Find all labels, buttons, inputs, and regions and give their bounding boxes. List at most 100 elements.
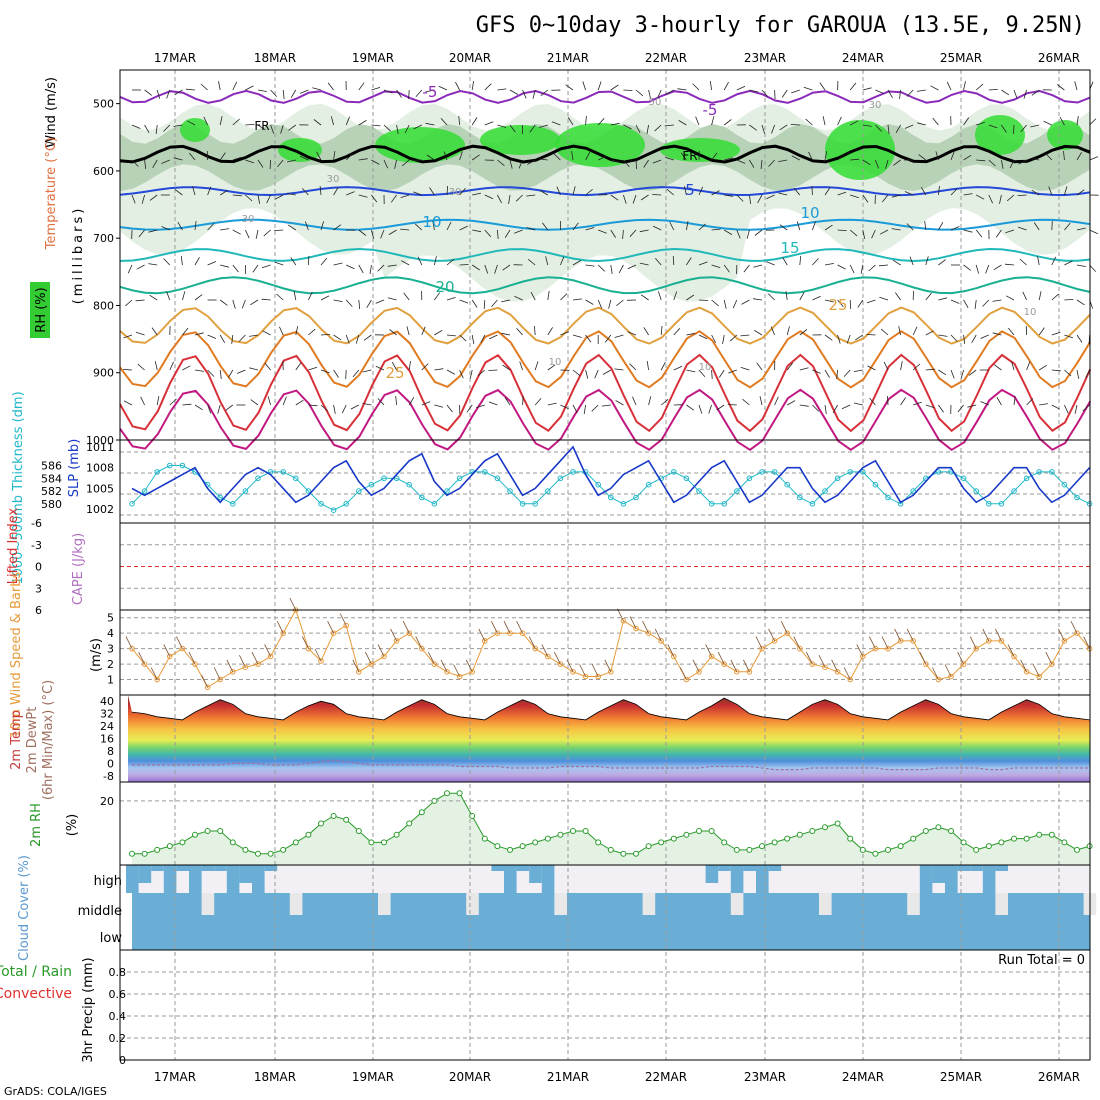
thickness-point — [318, 501, 324, 507]
wind-barb — [534, 397, 542, 406]
wind-speed-point — [608, 669, 614, 675]
wind-barb — [249, 367, 259, 371]
surface-wind-barb — [188, 651, 196, 665]
wind-barb — [571, 151, 574, 161]
surface-wind-barb — [1070, 621, 1078, 634]
wind-barb — [1064, 222, 1071, 231]
wind-barb — [458, 115, 460, 126]
date-axis: 17MAR 17MAR 18MAR 18MAR 19MAR 19MAR 20MAR 20MAR… — [154, 51, 1080, 1084]
rh-contour-label: 10 — [1024, 307, 1037, 318]
wind-barb — [900, 397, 906, 406]
wind-barb — [698, 334, 708, 340]
date-tick-top: 17MAR — [154, 51, 196, 65]
wind-barb — [366, 299, 372, 308]
wind-barb — [677, 88, 687, 91]
wind-barb — [250, 399, 259, 406]
wind-barb — [412, 159, 422, 161]
wind-barb — [824, 151, 828, 161]
cloud-middle-gap — [289, 893, 303, 915]
wind-barb — [1076, 264, 1086, 267]
wind-barb — [394, 159, 397, 169]
wind-barb — [950, 151, 955, 161]
thickness-point — [179, 462, 186, 469]
surface-wind-barb — [806, 651, 813, 665]
wind-barb — [925, 404, 935, 409]
wind-barb — [635, 159, 637, 170]
wind-speed-point — [746, 669, 753, 675]
wind-barb — [741, 299, 750, 305]
wind-barb — [885, 159, 889, 169]
surface-wind-barb — [176, 636, 183, 649]
thickness-point — [721, 501, 728, 507]
wind-speed-point — [444, 669, 450, 675]
wind-barb — [1006, 194, 1015, 202]
wind-speed-point — [645, 630, 652, 637]
wind-barb — [232, 264, 239, 273]
wind-barb — [341, 404, 347, 414]
wind-barb — [257, 194, 261, 204]
wind-speed-point — [192, 661, 198, 667]
wind-barb — [308, 291, 313, 301]
wind-barb — [749, 89, 759, 93]
date-tick-top: 19MAR — [352, 51, 394, 65]
wind-barb — [1039, 403, 1049, 406]
date-tick-top: 23MAR — [744, 51, 786, 65]
wind-barb — [648, 396, 652, 406]
cloud-high-bar — [982, 865, 996, 893]
thickness-point — [381, 475, 387, 482]
wind-barb — [660, 361, 666, 371]
wind-barb — [252, 264, 259, 273]
cloud-middle-gap — [907, 893, 920, 915]
wind-barb — [678, 120, 687, 126]
wind-barb — [781, 89, 788, 98]
cloud-high-bar — [491, 865, 504, 871]
wind-barb — [811, 185, 813, 196]
surface-wind-barb — [440, 659, 448, 672]
wind-barb — [646, 361, 649, 371]
wind-barb — [1076, 227, 1086, 231]
wind-barb — [182, 327, 189, 336]
slp-tick: 1008 — [86, 462, 114, 475]
rh-contour-label: 30 — [869, 100, 882, 111]
surface-wind-barb — [579, 664, 586, 677]
wind-barb — [556, 186, 561, 196]
wind-barb — [618, 264, 624, 274]
wind-speed-point — [381, 653, 387, 660]
wind-barb — [786, 362, 794, 371]
wind-barb — [220, 228, 230, 231]
wind-barb — [140, 396, 145, 406]
wind-barb — [664, 124, 674, 127]
thickness-point — [280, 469, 287, 475]
wind-barb — [131, 194, 136, 204]
wind-barb — [1011, 361, 1015, 371]
wind-barb — [1045, 153, 1053, 161]
wind-barb — [585, 188, 593, 196]
cloud-high-bar — [138, 865, 152, 883]
wind-barb — [182, 403, 192, 406]
wind-barb — [723, 229, 733, 235]
wind-barb — [350, 404, 359, 410]
rh2m-point — [998, 839, 1005, 846]
slp-tick: 1005 — [86, 482, 114, 495]
wind-barb — [602, 369, 611, 375]
wind-barb — [261, 298, 271, 301]
thickness-point — [784, 481, 791, 488]
wind-barb — [643, 327, 649, 336]
wind-barb — [483, 299, 486, 310]
slp-tick: 1011 — [86, 441, 114, 454]
wind-barb — [639, 262, 649, 266]
wind-barb — [282, 396, 287, 406]
wind-barb — [526, 227, 536, 231]
wind-barb — [660, 325, 663, 336]
wind-barb — [200, 83, 208, 91]
rh2m-point — [318, 820, 324, 827]
thickness-point — [1023, 475, 1030, 482]
wind-barb — [686, 221, 689, 231]
surface-wind-barb — [352, 659, 360, 672]
surface-wind-barb — [138, 651, 145, 665]
cloud-high-bar — [932, 865, 945, 883]
temp-tick: 40 — [100, 695, 114, 708]
precip-tick: 0.4 — [109, 1010, 127, 1023]
wind-barb — [1018, 159, 1027, 165]
wind-barb — [1038, 327, 1045, 336]
